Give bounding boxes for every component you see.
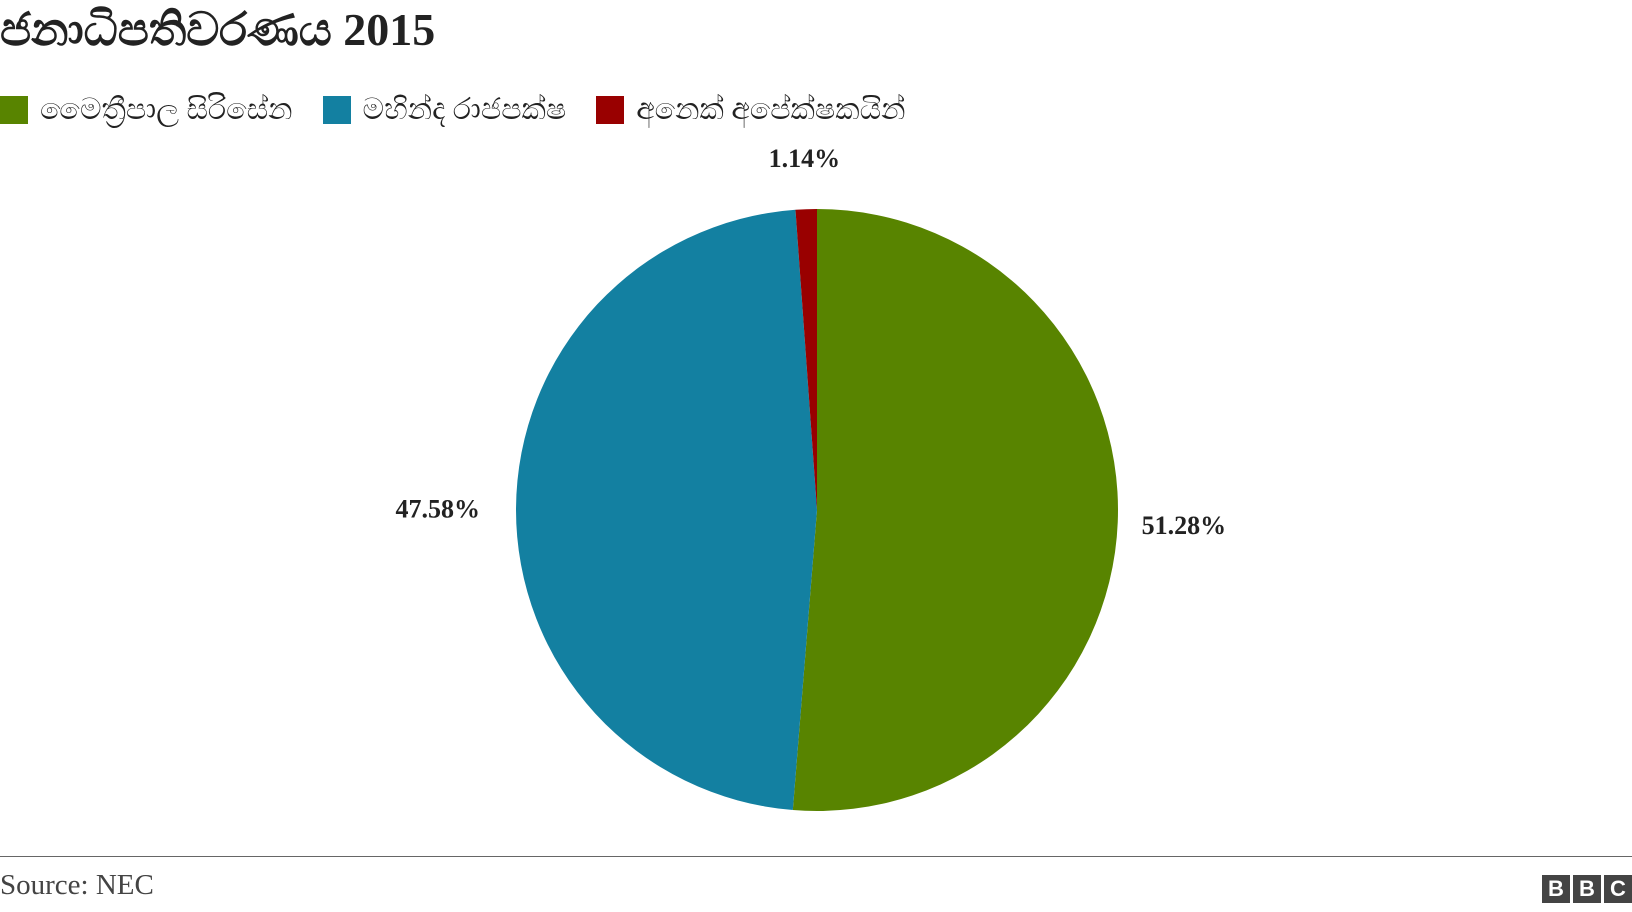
legend-label-other-candidates: අනෙක් අපේක්ෂකයින් bbox=[636, 93, 906, 126]
pie-slice-sirisena bbox=[792, 209, 1119, 811]
legend-swatch-sirisena bbox=[0, 96, 28, 124]
pie-slice-rajapaksa bbox=[516, 209, 817, 811]
pie-chart: 51.28% 47.58% 1.14% bbox=[395, 144, 1227, 811]
bbc-logo: B B C bbox=[1539, 875, 1632, 903]
legend-swatch-other-candidates bbox=[596, 96, 625, 124]
legend-label-sirisena: මෛත්‍රීපාල සිරිසේන bbox=[40, 93, 293, 126]
source-note: Source: NEC bbox=[0, 869, 154, 901]
chart-legend: මෛත්‍රීපාල සිරිසේන මහින්ද රාජපක්ෂ අනෙක් … bbox=[0, 88, 936, 132]
legend-item-sirisena: මෛත්‍රීපාල සිරිසේන bbox=[0, 90, 293, 130]
pie-label-sirisena: 51.28% bbox=[1142, 511, 1227, 540]
legend-label-rajapaksa: මහින්ද රාජපක්ෂ bbox=[362, 93, 567, 126]
pie-label-rajapaksa: 47.58% bbox=[395, 494, 480, 523]
bbc-logo-letter-b2: B bbox=[1573, 875, 1601, 903]
legend-swatch-rajapaksa bbox=[322, 96, 351, 124]
pie-slice-other-candidates bbox=[795, 209, 817, 510]
bbc-logo-letter-b1: B bbox=[1542, 875, 1570, 903]
footer-divider bbox=[0, 856, 1632, 857]
bbc-logo-letter-c: C bbox=[1604, 875, 1632, 903]
legend-item-other-candidates: අනෙක් අපේක්ෂකයින් bbox=[596, 90, 906, 130]
pie-label-other-candidates: 1.14% bbox=[769, 144, 841, 173]
legend-item-rajapaksa: මහින්ද රාජපක්ෂ bbox=[322, 90, 567, 130]
chart-title: ජනාධිපතිවරණය 2015 bbox=[0, 4, 436, 55]
